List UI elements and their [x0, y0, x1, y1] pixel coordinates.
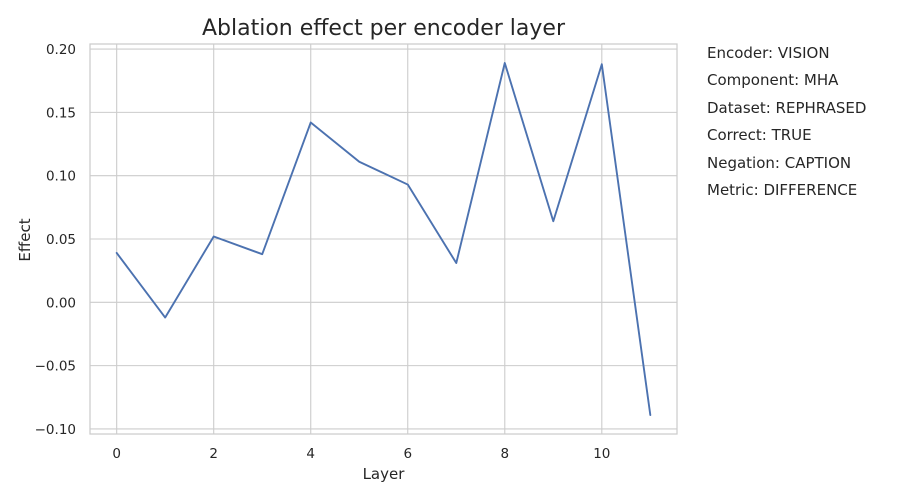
y-tick-label: 0.10	[46, 169, 76, 185]
grid-lines	[90, 44, 677, 434]
x-tick-labels: 0 2 4 6 8 10	[112, 446, 610, 462]
y-tick-label: 0.20	[46, 42, 76, 58]
series-lines	[115, 62, 652, 416]
x-axis-label: Layer	[363, 465, 406, 483]
y-tick-label: 0.05	[46, 232, 76, 248]
plot-area-frame	[89, 43, 678, 435]
info-correct: Correct: TRUE	[707, 126, 812, 145]
x-tick-label: 6	[403, 446, 412, 462]
y-tick-label: −0.10	[35, 422, 76, 438]
info-encoder: Encoder: VISION	[707, 44, 830, 62]
run-info-panel: Encoder: VISION Component: MHA Dataset: …	[707, 40, 897, 204]
info-negation: Negation: CAPTION	[707, 153, 852, 172]
y-tick-label: 0.00	[46, 295, 76, 311]
x-tick-label: 10	[593, 446, 610, 462]
info-metric: Metric: DIFFERENCE	[707, 181, 858, 200]
x-tick-label: 2	[209, 446, 218, 462]
y-tick-labels: 0.20 0.15 0.10 0.05 0.00 −0.05 −0.10	[35, 42, 76, 438]
y-tick-label: 0.15	[46, 105, 76, 121]
y-axis-label: Effect	[16, 218, 34, 261]
info-dataset: Dataset: REPHRASED	[707, 98, 867, 117]
y-tick-label: −0.05	[35, 359, 76, 375]
x-tick-label: 0	[112, 446, 121, 462]
chart-title: Ablation effect per encoder layer	[202, 16, 566, 41]
x-tick-label: 4	[306, 446, 315, 462]
x-tick-label: 8	[500, 446, 509, 462]
info-component: Component: MHA	[707, 71, 839, 90]
series-line	[115, 62, 652, 416]
